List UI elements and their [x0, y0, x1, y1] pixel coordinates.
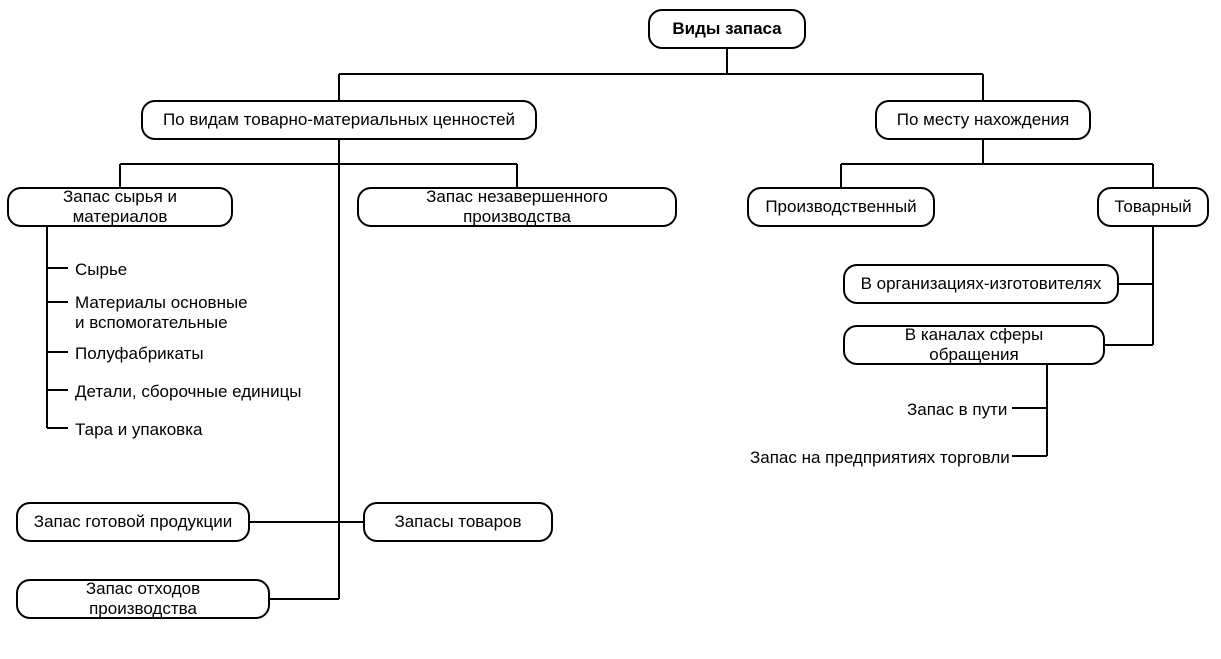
node-label: Запас готовой продукции — [34, 512, 232, 532]
node-label: Запас незавершенного производства — [373, 187, 661, 226]
leaf-raw-4: Детали, сборочные единицы — [75, 382, 302, 402]
node-prod: Производственный — [747, 187, 935, 227]
node-loc: По месту нахождения — [875, 100, 1091, 140]
node-label: Запасы товаров — [394, 512, 521, 532]
leaf-raw-3: Полуфабрикаты — [75, 344, 204, 364]
leaf-raw-1: Сырье — [75, 260, 127, 280]
leaf-raw-5: Тара и упаковка — [75, 420, 202, 440]
node-label: Производственный — [765, 197, 916, 217]
node-label: Товарный — [1114, 197, 1191, 217]
node-goods: Товарный — [1097, 187, 1209, 227]
node-fin: Запас готовой продукции — [16, 502, 250, 542]
node-label: Запас отходов производства — [32, 579, 254, 618]
node-tmc: По видам товарно-материальных ценностей — [141, 100, 537, 140]
node-label: По видам товарно-материальных ценностей — [163, 110, 515, 130]
node-waste: Запас отходов производства — [16, 579, 270, 619]
node-raw: Запас сырья и материалов — [7, 187, 233, 227]
node-label: Запас сырья и материалов — [23, 187, 217, 226]
node-label: В организациях-изготовителях — [861, 274, 1102, 294]
tree-diagram: Виды запаса По видам товарно-материальны… — [0, 0, 1221, 659]
node-wip: Запас незавершенного производства — [357, 187, 677, 227]
node-label: Виды запаса — [672, 19, 781, 39]
node-label: В каналах сферы обращения — [859, 325, 1089, 364]
node-label: По месту нахождения — [897, 110, 1070, 130]
node-root: Виды запаса — [648, 9, 806, 49]
node-mfg: В организациях-изготовителях — [843, 264, 1119, 304]
leaf-circ-1: Запас в пути — [907, 400, 1007, 420]
leaf-circ-2: Запас на предприятиях торговли — [750, 448, 1010, 468]
node-circ: В каналах сферы обращения — [843, 325, 1105, 365]
node-gds: Запасы товаров — [363, 502, 553, 542]
leaf-raw-2: Материалы основные и вспомогательные — [75, 293, 248, 332]
